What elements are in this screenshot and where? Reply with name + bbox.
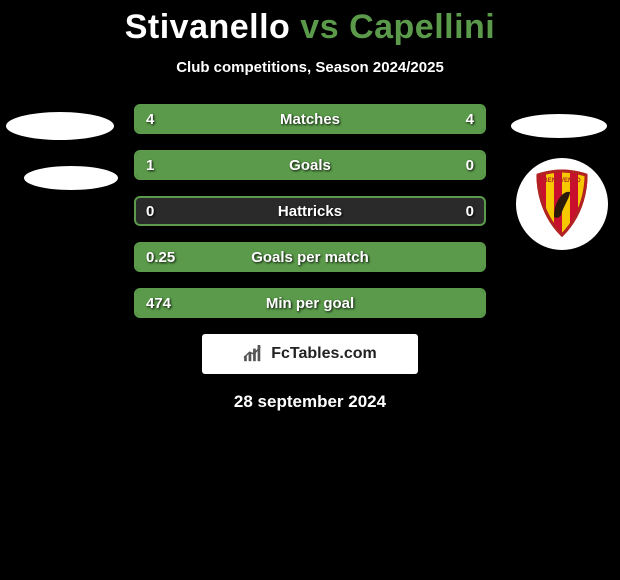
- stat-label: Matches: [136, 106, 484, 132]
- comparison-title: Stivanello vs Capellini: [0, 0, 620, 47]
- player1-badge-placeholder-1: [6, 112, 114, 140]
- player2-name: Capellini: [349, 8, 495, 46]
- stat-row: 00Hattricks: [134, 196, 486, 226]
- shield-icon: BENEVENTO: [534, 169, 590, 239]
- player1-badge-placeholder-2: [24, 166, 118, 190]
- stat-row: 474Min per goal: [134, 288, 486, 318]
- stat-row: 44Matches: [134, 104, 486, 134]
- stat-label: Goals: [136, 152, 484, 178]
- stat-bars: 44Matches 10Goals 00Hattricks 0.25Goals per…: [134, 104, 486, 318]
- attribution-text: FcTables.com: [271, 345, 377, 363]
- player2-club-badge: BENEVENTO: [516, 158, 608, 250]
- comparison-content: BENEVENTO 44Matches 10Goals 00Hattricks 0.2…: [0, 104, 620, 412]
- svg-text:BENEVENTO: BENEVENTO: [543, 178, 581, 184]
- date-text: 28 september 2024: [0, 392, 620, 412]
- stat-row: 0.25Goals per match: [134, 242, 486, 272]
- player2-badge-placeholder: [511, 114, 607, 138]
- vs-text: vs: [300, 8, 339, 46]
- stat-row: 10Goals: [134, 150, 486, 180]
- stat-label: Min per goal: [136, 290, 484, 316]
- stat-label: Goals per match: [136, 244, 484, 270]
- player1-name: Stivanello: [125, 8, 291, 46]
- bar-chart-icon: [243, 345, 265, 363]
- attribution-box: FcTables.com: [202, 334, 418, 374]
- stat-label: Hattricks: [136, 198, 484, 224]
- subtitle: Club competitions, Season 2024/2025: [0, 59, 620, 76]
